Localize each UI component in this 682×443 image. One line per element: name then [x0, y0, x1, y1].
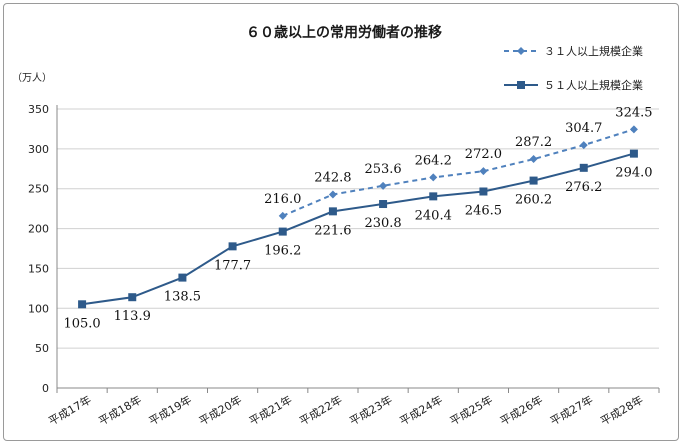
x-tick-label: 平成25年 [447, 392, 495, 428]
x-tick-label: 平成27年 [548, 392, 596, 428]
y-tick-label: 350 [28, 103, 49, 116]
chart-frame: ６０歳以上の常用労働者の推移 （万人） 0 50 100 150 200 250 300 35… [3, 3, 679, 441]
series-31-point [429, 173, 438, 182]
series-51-data-label: 138.5 [164, 290, 201, 305]
axes [56, 105, 660, 393]
series-51-data-label: 294.0 [615, 166, 652, 181]
series-51-point [579, 163, 588, 172]
series-51-data-label: 113.9 [114, 309, 151, 324]
legend-31-label: ３１人以上規模企業 [544, 44, 643, 58]
series-31-point [479, 167, 488, 176]
legend-51-marker [517, 81, 525, 89]
tick-labels: 0 50 100 150 200 250 300 350 平成17年 平成18年 平成19年 平成20… [28, 103, 645, 428]
x-tick-label: 平成23年 [347, 392, 395, 428]
x-tick-label: 平成21年 [247, 392, 295, 428]
legend: ３１人以上規模企業 ５１人以上規模企業 [504, 44, 643, 92]
x-tick-label: 平成17年 [46, 392, 94, 428]
y-tick-label: 300 [28, 143, 49, 156]
y-tick-label: 200 [28, 223, 49, 236]
series-31-data-label: 287.2 [515, 135, 552, 150]
series-51-data-label: 230.8 [364, 216, 401, 231]
x-tick-label: 平成18年 [96, 392, 144, 428]
series-51-data-label: 221.6 [314, 223, 351, 238]
x-tick-label: 平成19年 [146, 392, 194, 428]
x-tick-label: 平成26年 [497, 392, 545, 428]
series-31-data-label: 304.7 [565, 121, 602, 136]
series-51-point [128, 293, 137, 302]
series-31-point [278, 211, 287, 220]
series-31-point [579, 141, 588, 150]
series-31-line [282, 128, 635, 217]
x-tick-label: 平成20年 [196, 392, 244, 428]
y-tick-label: 0 [42, 382, 49, 395]
x-tick-label: 平成24年 [397, 392, 445, 428]
y-tick-label: 150 [28, 262, 49, 275]
line-chart: ６０歳以上の常用労働者の推移 （万人） 0 50 100 150 200 250 300 35… [12, 24, 660, 428]
series-31-point [529, 155, 538, 164]
series-51-point [379, 200, 388, 209]
series-31-data-label: 324.5 [615, 105, 652, 120]
series-51-point [328, 207, 337, 216]
series-31-data-label: 272.0 [465, 147, 502, 162]
y-tick-label: 100 [28, 302, 49, 315]
series-51-point [278, 227, 287, 236]
series-31-data-label: 216.0 [264, 192, 301, 207]
series-31-data-label: 242.8 [314, 170, 351, 185]
series-51-data-label: 246.5 [465, 204, 502, 219]
series-51-data-label: 276.2 [565, 180, 602, 195]
series-51-data-label: 240.4 [415, 208, 452, 223]
x-tick-label: 平成28年 [598, 392, 646, 428]
series-51-point [178, 273, 187, 282]
y-tick-label: 250 [28, 183, 49, 196]
series-51-point [228, 242, 237, 251]
series-51-point [429, 192, 438, 201]
series-group [78, 125, 638, 309]
legend-51-label: ５１人以上規模企業 [544, 78, 643, 92]
series-31-point [379, 181, 388, 190]
grid-lines [57, 108, 659, 349]
series-31-point [629, 125, 638, 134]
series-31-point [328, 190, 337, 199]
y-unit-label: （万人） [12, 72, 52, 84]
series-51-data-label: 177.7 [214, 258, 251, 273]
series-51-data-label: 196.2 [264, 244, 301, 259]
series-31-data-label: 253.6 [364, 162, 401, 177]
y-tick-label: 50 [35, 342, 49, 355]
legend-31-marker [517, 47, 525, 55]
series-51-point [629, 149, 638, 158]
series-51-data-label: 105.0 [63, 316, 100, 331]
x-tick-label: 平成22年 [297, 392, 345, 428]
chart-title: ６０歳以上の常用労働者の推移 [246, 24, 442, 41]
series-51-point [479, 187, 488, 196]
series-51-data-label: 260.2 [515, 193, 552, 208]
series-51-point [78, 300, 87, 309]
series-51-point [529, 176, 538, 185]
series-31-data-label: 264.2 [415, 153, 452, 168]
series-51-line [81, 152, 635, 306]
data-labels: 216.0 242.8 253.6 264.2 272.0 287.2 304.7 324.5… [63, 105, 652, 331]
